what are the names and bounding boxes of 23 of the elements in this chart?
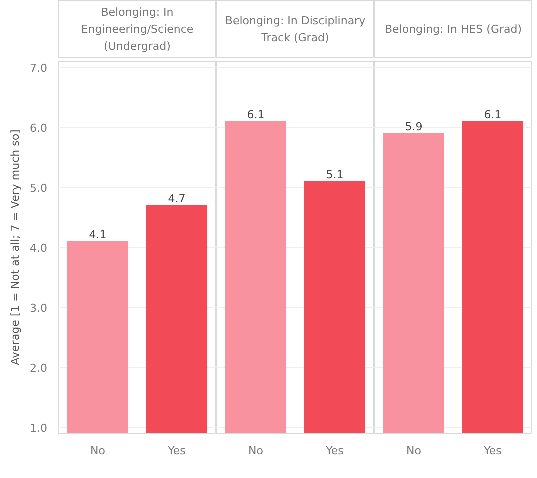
x-tick-label: Yes bbox=[325, 444, 344, 458]
x-tick-label: Yes bbox=[483, 444, 502, 458]
y-tick-label: 3.0 bbox=[30, 302, 48, 315]
y-tick-label: 6.0 bbox=[30, 122, 48, 135]
data-label: 5.9 bbox=[405, 120, 423, 134]
chart-title: Belonging: In Engineering/Science (Undergrad) bbox=[81, 6, 194, 53]
chart-title: Belonging: In Disciplinary Track (Grad) bbox=[225, 14, 366, 44]
x-tick-label: Yes bbox=[167, 444, 186, 458]
data-label: 6.1 bbox=[247, 108, 265, 122]
y-tick-label: 5.0 bbox=[30, 182, 48, 195]
y-tick-label: 7.0 bbox=[30, 62, 48, 75]
data-label: 6.1 bbox=[484, 108, 502, 122]
data-label: 4.1 bbox=[89, 228, 107, 242]
y-axis-title: Average [1 = Not at all; 7 = Very much so] bbox=[9, 130, 22, 366]
y-tick-label: 4.0 bbox=[30, 242, 48, 255]
data-label: 4.7 bbox=[168, 192, 186, 206]
x-tick-label: No bbox=[406, 444, 422, 458]
y-tick-label: 1.0 bbox=[30, 422, 48, 435]
x-tick-label: No bbox=[90, 444, 106, 458]
chart-title: Belonging: In HES (Grad) bbox=[384, 23, 522, 36]
y-tick-label: 2.0 bbox=[30, 362, 48, 375]
x-tick-label: No bbox=[248, 444, 264, 458]
data-label: 5.1 bbox=[326, 168, 344, 182]
